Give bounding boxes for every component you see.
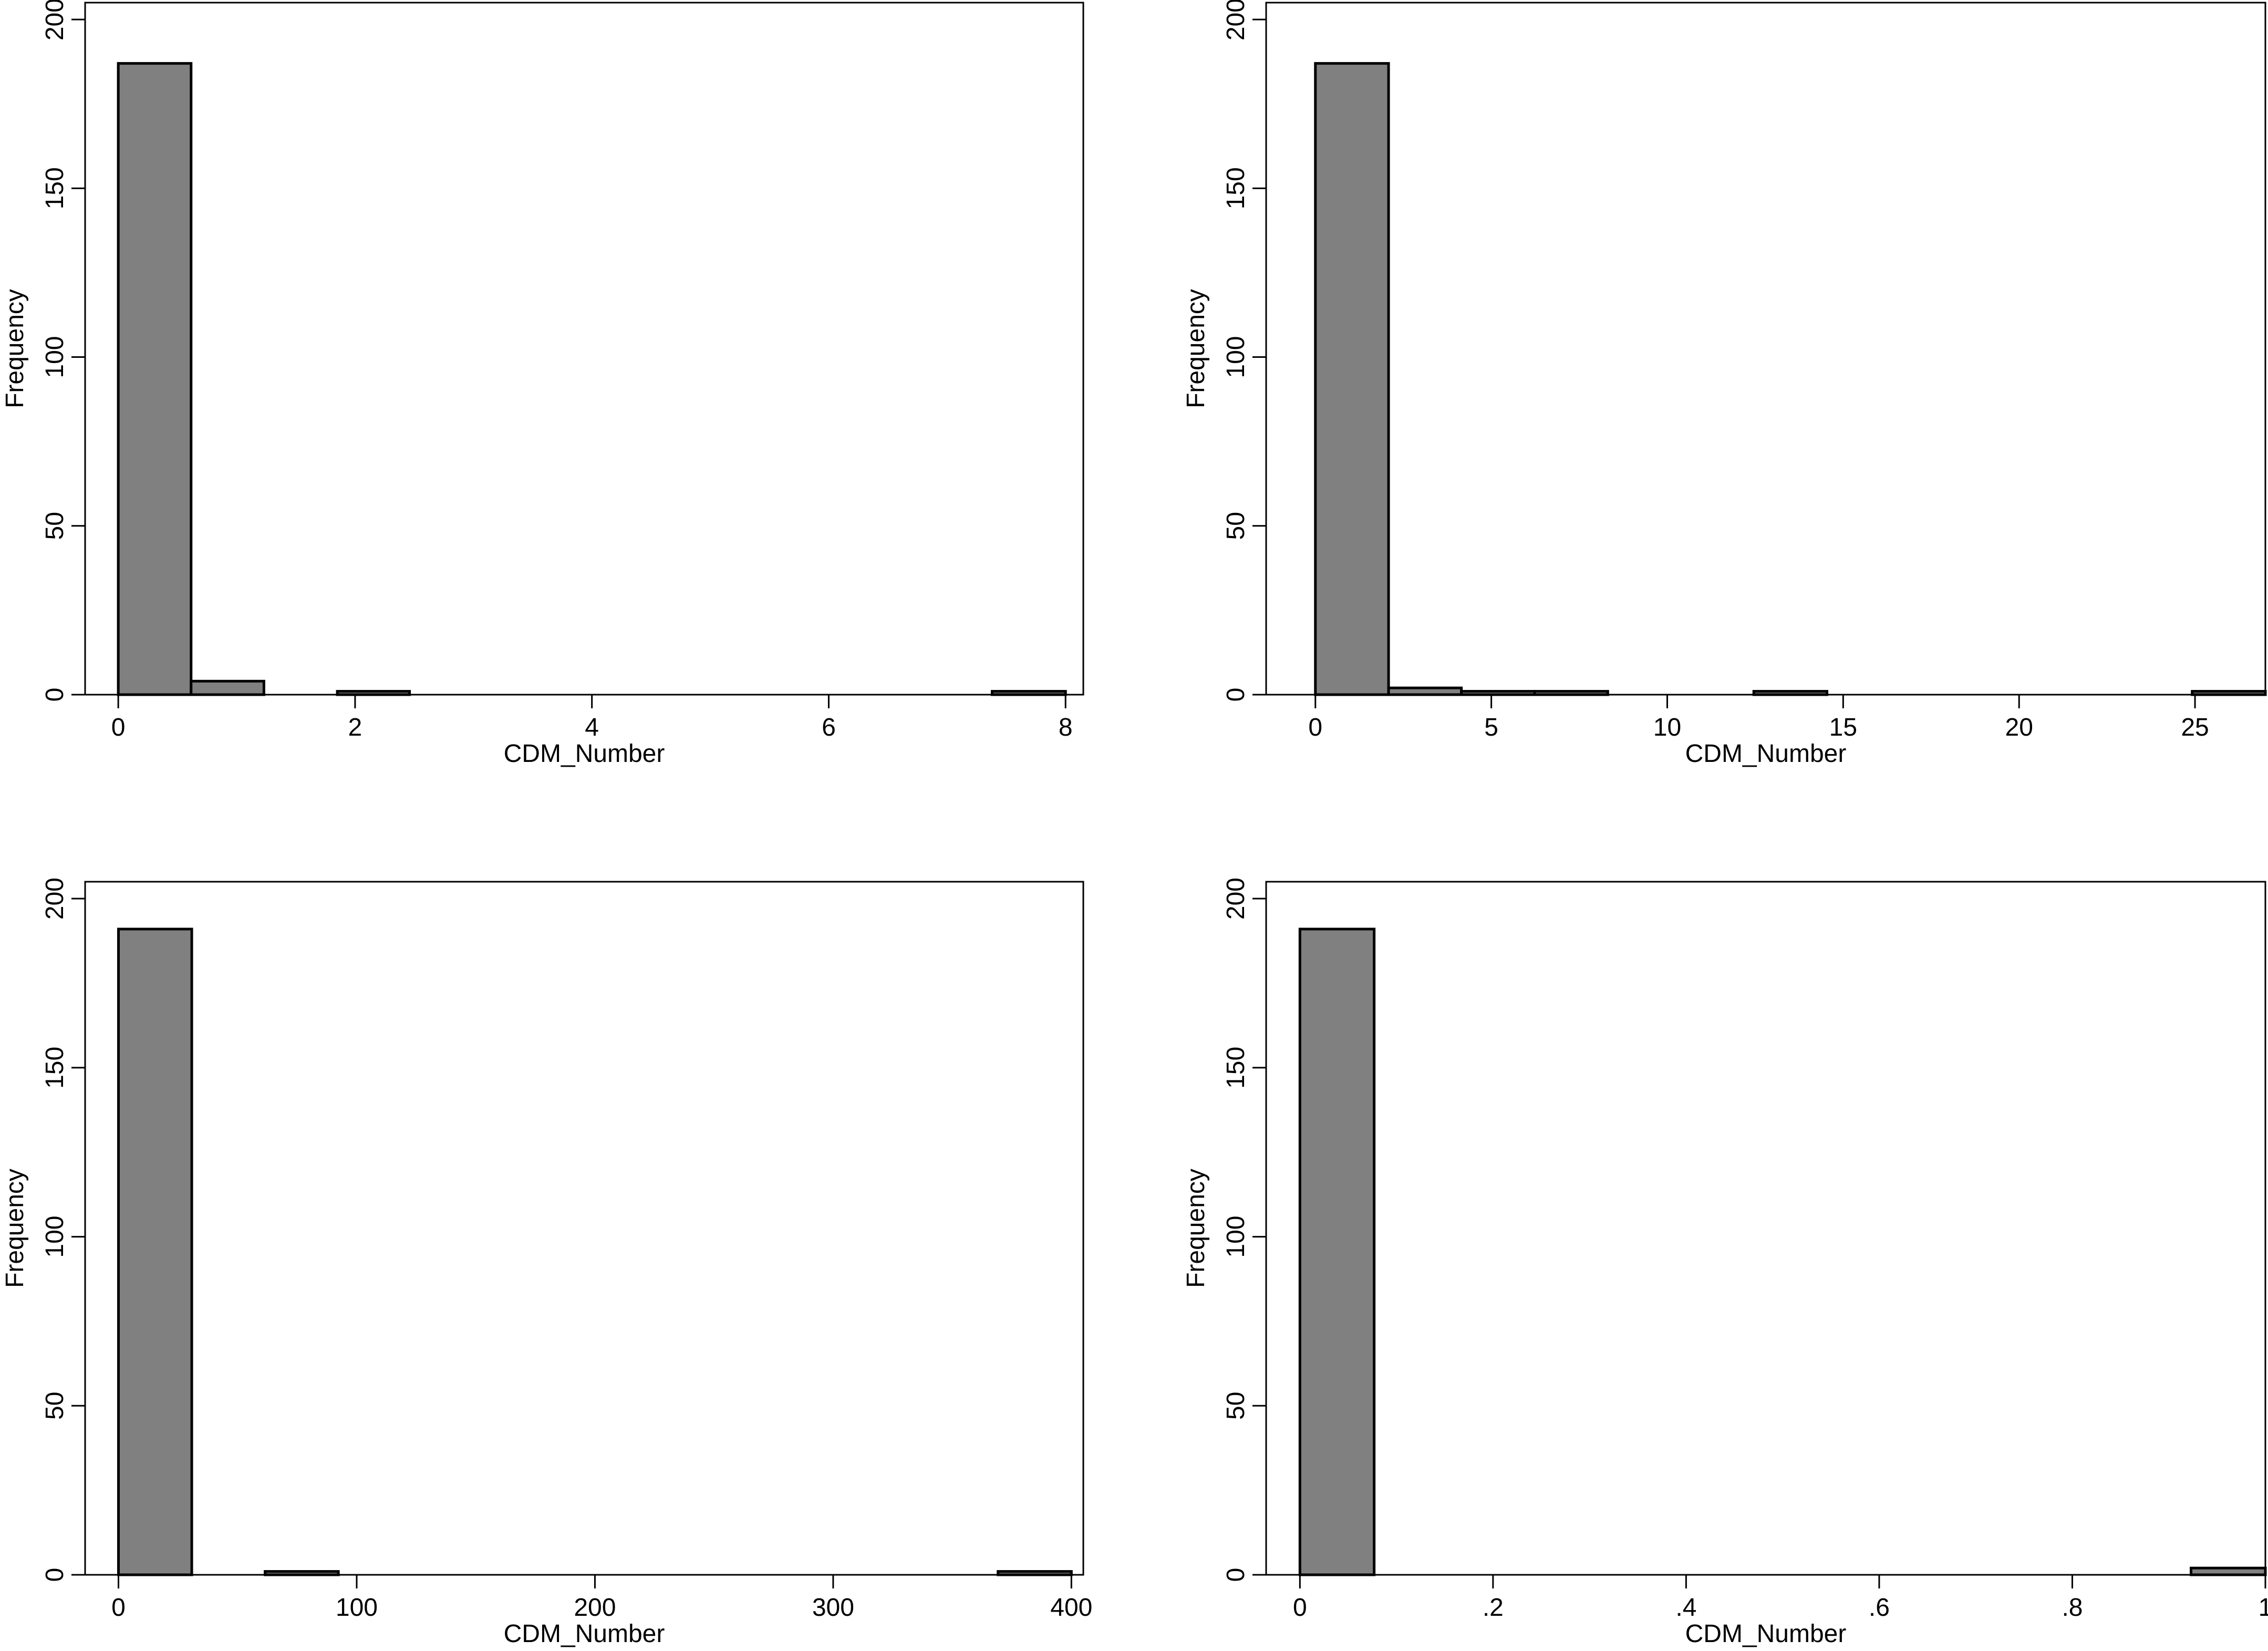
x-tick-label: 0 (111, 714, 126, 741)
x-axis-title: CDM_Number (1685, 1620, 1847, 1648)
histogram-bar (117, 927, 193, 1576)
x-tick-label: 6 (822, 714, 836, 741)
y-tick-label: 0 (41, 1568, 69, 1582)
plot-frame (1265, 2, 2266, 696)
x-tick-label: 15 (1829, 714, 1857, 741)
y-tick-label: 200 (41, 878, 69, 920)
y-tick-label: 150 (41, 1047, 69, 1089)
x-tick-label: 4 (585, 714, 599, 741)
y-tick-label: 0 (41, 688, 69, 702)
x-axis-title: CDM_Number (504, 740, 665, 768)
y-tick-label: 150 (41, 167, 69, 209)
x-tick-label: 2 (348, 714, 363, 741)
y-tick-label: 50 (41, 1392, 69, 1420)
y-tick-label: 100 (1222, 1216, 1250, 1258)
x-tick-label: 200 (574, 1594, 616, 1622)
histogram-bar (1298, 927, 1376, 1576)
x-tick-label: 100 (336, 1594, 378, 1622)
plot-frame (1265, 881, 2266, 1576)
y-tick-label: 150 (1222, 1047, 1250, 1089)
x-tick-label: 1 (2259, 1594, 2268, 1622)
histogram-panel-3: 0 50 100 150 200 0 100 200 300 400 CDM_Number Frequ… (1, 878, 1092, 1648)
x-tick-label: 20 (2005, 714, 2033, 741)
x-axis-title: CDM_Number (504, 1620, 665, 1648)
y-tick-label: 100 (41, 1216, 69, 1258)
y-tick-label: 50 (1222, 1392, 1250, 1420)
plot-frame (84, 2, 1084, 696)
x-tick-label: 25 (2181, 714, 2209, 741)
histogram-bar (190, 679, 265, 696)
x-tick-label: 5 (1484, 714, 1498, 741)
histogram-bar (117, 62, 193, 696)
y-axis-title: Frequency (1182, 1169, 1210, 1288)
y-tick-label: 200 (41, 0, 69, 40)
y-tick-label: 200 (1222, 878, 1250, 920)
y-tick-label: 200 (1222, 0, 1250, 40)
histogram-bar (1314, 62, 1390, 696)
y-tick-label: 0 (1222, 688, 1250, 702)
y-axis-title: Frequency (1, 289, 29, 408)
x-tick-label: .4 (1675, 1594, 1696, 1622)
x-tick-label: 8 (1059, 714, 1073, 741)
x-tick-label: 10 (1653, 714, 1681, 741)
histogram-bar (2189, 1566, 2267, 1576)
x-tick-label: 0 (1293, 1594, 1307, 1622)
histogram-panel-1: 0 50 100 150 200 0 2 4 6 8 CDM_Number Frequency (1, 0, 1084, 768)
x-axis-title: CDM_Number (1685, 740, 1847, 768)
y-tick-label: 50 (1222, 512, 1250, 540)
plot-frame (84, 881, 1084, 1576)
y-axis-title: Frequency (1, 1169, 29, 1288)
histogram-bar (1387, 686, 1463, 696)
y-tick-label: 100 (41, 336, 69, 378)
y-axis-title: Frequency (1182, 289, 1210, 408)
x-tick-label: 0 (111, 1594, 126, 1622)
histogram-panel-4: 0 50 100 150 200 0 .2 .4 .6 .8 1 CDM_Number Frequenc… (1182, 878, 2268, 1648)
histogram-panel-2: 0 50 100 150 200 0 5 10 15 20 25 CDM_Number Frequenc… (1182, 0, 2267, 768)
y-tick-label: 0 (1222, 1568, 1250, 1582)
y-tick-label: 50 (41, 512, 69, 540)
y-tick-label: 150 (1222, 167, 1250, 209)
y-tick-label: 100 (1222, 336, 1250, 378)
x-tick-label: .2 (1483, 1594, 1504, 1622)
x-tick-label: .8 (2062, 1594, 2083, 1622)
x-tick-label: 0 (1308, 714, 1322, 741)
x-tick-label: .6 (1869, 1594, 1890, 1622)
x-tick-label: 400 (1050, 1594, 1092, 1622)
x-tick-label: 300 (812, 1594, 854, 1622)
